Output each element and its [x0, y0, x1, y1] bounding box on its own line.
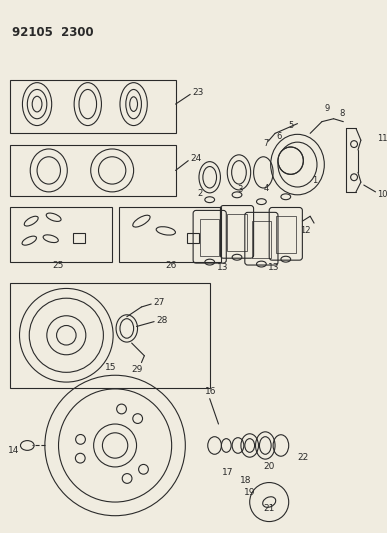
- Text: 26: 26: [165, 261, 176, 270]
- Text: 22: 22: [298, 453, 309, 462]
- Text: 27: 27: [153, 297, 164, 306]
- Text: 17: 17: [223, 469, 234, 477]
- Bar: [10, 80, 176, 133]
- Text: 19: 19: [244, 488, 255, 497]
- Bar: [73, 233, 85, 243]
- Text: 21: 21: [263, 504, 275, 513]
- Text: 15: 15: [105, 363, 117, 372]
- Ellipse shape: [278, 147, 303, 174]
- Text: 12: 12: [300, 227, 311, 236]
- Text: 18: 18: [240, 476, 252, 485]
- Bar: [10, 207, 112, 262]
- Text: 10: 10: [377, 190, 387, 199]
- Text: 25: 25: [53, 261, 64, 270]
- Text: 6: 6: [276, 132, 281, 141]
- Bar: [10, 145, 176, 196]
- Text: 4: 4: [264, 184, 269, 193]
- Text: 28: 28: [156, 316, 168, 325]
- Bar: [119, 207, 221, 262]
- Text: 1: 1: [312, 176, 317, 184]
- Text: 9: 9: [325, 104, 330, 114]
- Text: 8: 8: [339, 109, 345, 118]
- Text: 16: 16: [205, 387, 216, 397]
- Text: 92105  2300: 92105 2300: [12, 26, 93, 39]
- Bar: [276, 216, 296, 253]
- Text: 13: 13: [217, 263, 228, 272]
- Bar: [227, 214, 247, 252]
- Bar: [187, 233, 199, 243]
- Bar: [200, 219, 219, 256]
- Text: 14: 14: [8, 446, 19, 455]
- Text: 24: 24: [190, 154, 202, 163]
- Text: 2: 2: [197, 189, 202, 198]
- Text: 3: 3: [237, 185, 243, 195]
- Bar: [10, 282, 210, 388]
- Text: 20: 20: [263, 463, 275, 471]
- Text: 11: 11: [377, 134, 387, 143]
- Text: 5: 5: [289, 121, 294, 130]
- Text: 7: 7: [263, 139, 269, 148]
- Bar: [252, 221, 271, 258]
- Text: 29: 29: [132, 365, 143, 374]
- Text: 23: 23: [192, 88, 204, 97]
- Text: 13: 13: [268, 263, 280, 272]
